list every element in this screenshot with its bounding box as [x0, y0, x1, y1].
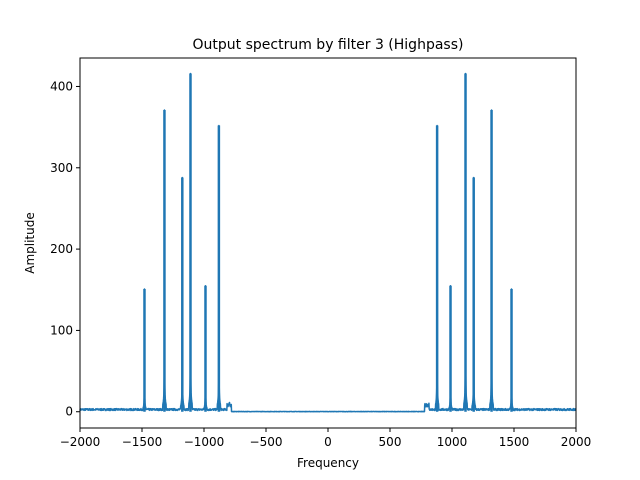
- x-tick-label: −2000: [60, 435, 101, 449]
- chart-title: Output spectrum by filter 3 (Highpass): [193, 37, 464, 53]
- series-layer: [79, 72, 577, 413]
- x-tick-label: 1500: [499, 435, 530, 449]
- x-tick-label: −1000: [184, 435, 225, 449]
- y-tick-label: 400: [50, 79, 73, 93]
- y-tick-label: 0: [65, 405, 73, 419]
- x-tick-label: 2000: [561, 435, 592, 449]
- x-axis-label: Frequency: [297, 456, 359, 470]
- y-axis-label: Amplitude: [23, 212, 37, 274]
- x-axis-ticks: −2000 −1500 −1000 −500 0 500 1000 1500 2000: [60, 428, 592, 449]
- x-tick-label: −500: [250, 435, 283, 449]
- y-tick-label: 100: [50, 323, 73, 337]
- y-axis-ticks: 0 100 200 300 400: [50, 79, 80, 419]
- y-tick-label: 300: [50, 161, 73, 175]
- y-tick-label: 200: [50, 242, 73, 256]
- x-tick-label: 0: [324, 435, 332, 449]
- plot-area: [79, 57, 577, 429]
- x-tick-label: 500: [379, 435, 402, 449]
- spectrum-series-line: [79, 72, 577, 413]
- x-tick-label: −1500: [122, 435, 163, 449]
- x-tick-label: 1000: [437, 435, 468, 449]
